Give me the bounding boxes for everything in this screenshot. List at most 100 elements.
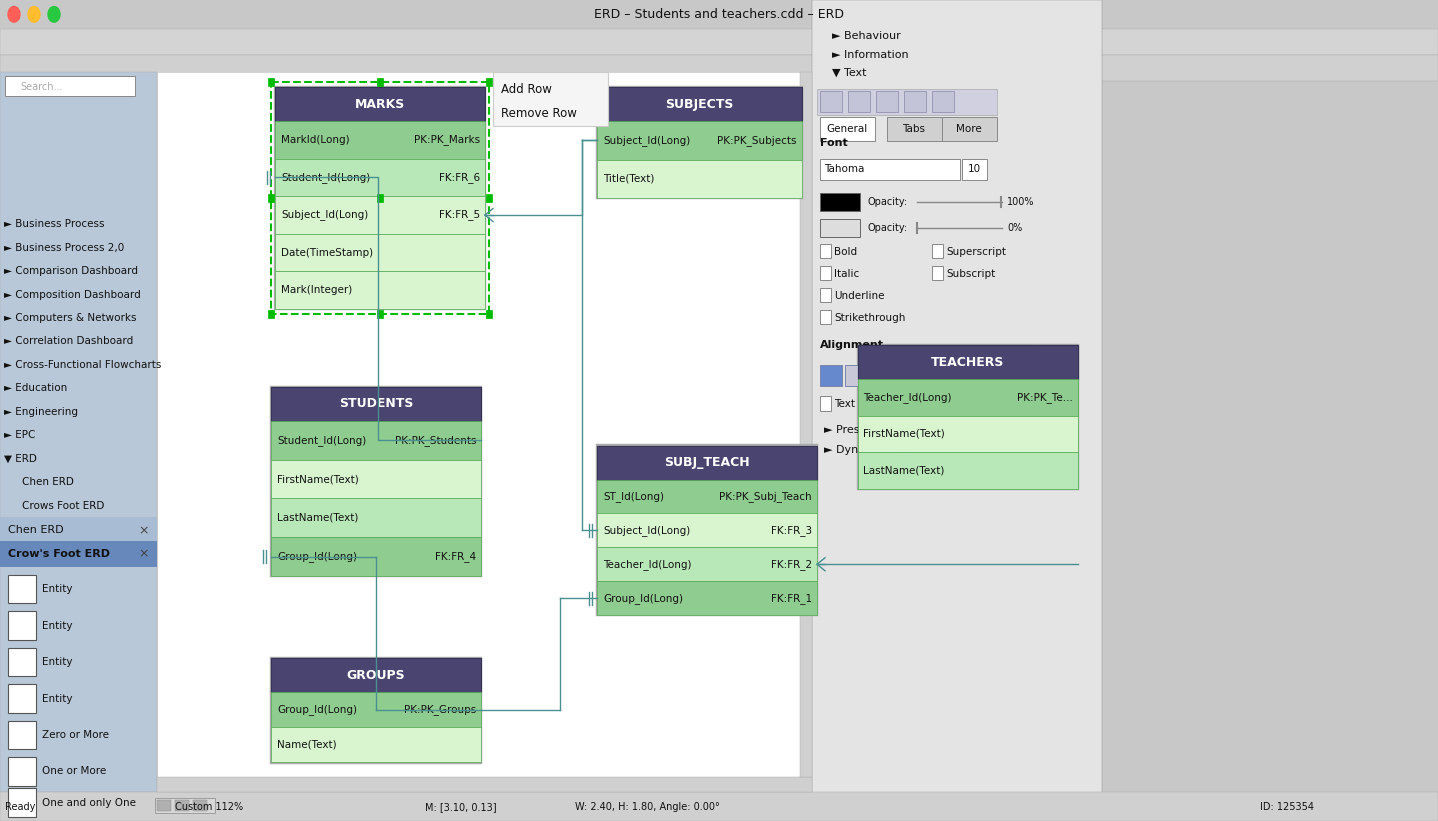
Bar (858, 379, 1078, 415)
Bar (820, 91, 843, 112)
Bar (597, 581, 817, 615)
Text: ► Education: ► Education (4, 383, 68, 393)
Bar (858, 346, 1078, 379)
Text: ×: × (138, 524, 150, 537)
Text: LastName(Text): LastName(Text) (864, 466, 945, 475)
Bar (820, 117, 874, 140)
Bar (820, 219, 860, 237)
Text: FK:FR_4: FK:FR_4 (434, 551, 476, 562)
Bar (846, 365, 867, 386)
Text: FirstName(Text): FirstName(Text) (864, 429, 946, 439)
Text: ► Information: ► Information (833, 50, 909, 60)
Bar (962, 159, 986, 180)
Text: ► EPC: ► EPC (4, 430, 36, 440)
Text: Entity: Entity (42, 657, 72, 667)
Text: SUBJ_TEACH: SUBJ_TEACH (664, 456, 749, 469)
Text: FK:FR_1: FK:FR_1 (771, 593, 812, 603)
Text: TEACHERS: TEACHERS (932, 355, 1005, 369)
Bar (9, 788, 36, 817)
Bar (597, 548, 817, 581)
Text: ► Correlation Dashboard: ► Correlation Dashboard (4, 337, 134, 346)
Text: Entity: Entity (42, 584, 72, 594)
Bar (971, 365, 992, 386)
Bar (267, 195, 275, 202)
Bar (905, 91, 926, 112)
Text: Entity: Entity (42, 694, 72, 704)
Text: Name(Text): Name(Text) (278, 740, 336, 750)
Text: Crow's Foot ERD: Crow's Foot ERD (9, 549, 109, 559)
Text: FK:FR_2: FK:FR_2 (771, 559, 812, 570)
Text: Title(Text): Title(Text) (603, 174, 654, 184)
Bar (597, 159, 802, 198)
Text: Text auto expand mode: Text auto expand mode (834, 399, 956, 409)
Text: PK:PK_Subjects: PK:PK_Subjects (718, 135, 797, 146)
Text: ► Engineering: ► Engineering (4, 406, 78, 417)
Bar (800, 71, 812, 777)
Text: FirstName(Text): FirstName(Text) (278, 474, 358, 484)
Bar (595, 444, 818, 617)
Text: PK:PK_Marks: PK:PK_Marks (414, 135, 480, 145)
Bar (945, 365, 966, 386)
Bar (597, 122, 802, 159)
Bar (858, 415, 1078, 452)
Bar (858, 452, 1078, 488)
Text: Student_Id(Long): Student_Id(Long) (278, 435, 367, 446)
Text: Ready: Ready (4, 801, 36, 812)
Bar (858, 346, 1078, 379)
Bar (0, 71, 157, 792)
Bar (275, 122, 485, 158)
Text: More: More (956, 124, 982, 134)
Bar (0, 55, 1438, 80)
Text: PK:PK_Subj_Teach: PK:PK_Subj_Teach (719, 491, 812, 502)
Bar (377, 195, 383, 202)
Text: Teacher_Id(Long): Teacher_Id(Long) (863, 392, 952, 403)
Text: ► Comparison Dashboard: ► Comparison Dashboard (4, 266, 138, 276)
Text: Opacity:: Opacity: (867, 197, 907, 207)
Text: LastName(Text): LastName(Text) (278, 513, 358, 523)
Bar (920, 365, 942, 386)
Bar (270, 82, 489, 314)
Text: Subscript: Subscript (946, 268, 995, 278)
Text: Underline: Underline (834, 291, 884, 300)
Bar (270, 387, 480, 421)
Bar (932, 266, 943, 280)
Bar (377, 78, 383, 86)
Text: ▼ Text: ▼ Text (833, 68, 867, 78)
Bar (270, 460, 480, 498)
Text: Group_Id(Long): Group_Id(Long) (603, 593, 683, 603)
Text: Subject_Id(Long): Subject_Id(Long) (280, 209, 368, 221)
Text: MarkId(Long): MarkId(Long) (280, 135, 349, 145)
Text: Opacity:: Opacity: (867, 223, 907, 233)
Bar (486, 195, 492, 202)
Text: ► Business Process: ► Business Process (4, 219, 105, 229)
Bar (887, 117, 942, 140)
Bar (270, 498, 480, 537)
Text: Zero or More: Zero or More (42, 730, 109, 740)
Text: ST_Id(Long): ST_Id(Long) (603, 491, 664, 502)
Circle shape (9, 7, 20, 22)
Text: ► Cross-Functional Flowcharts: ► Cross-Functional Flowcharts (4, 360, 161, 370)
Bar (820, 288, 831, 302)
Text: PK:PK_Groups: PK:PK_Groups (404, 704, 476, 715)
Bar (267, 310, 275, 318)
Bar (858, 379, 1078, 415)
Bar (597, 479, 817, 513)
Bar (0, 792, 1438, 821)
Bar (270, 421, 480, 460)
Text: Search...: Search... (20, 82, 62, 92)
Bar (4, 76, 135, 96)
Text: ID: 125354: ID: 125354 (1260, 801, 1314, 812)
Bar (857, 344, 1078, 490)
Circle shape (47, 7, 60, 22)
Text: Chen ERD: Chen ERD (22, 477, 73, 487)
Text: Tahoma: Tahoma (824, 164, 864, 174)
Text: Bold: Bold (834, 246, 857, 256)
Bar (9, 757, 36, 786)
Bar (155, 797, 216, 813)
Bar (9, 648, 36, 677)
Bar (0, 517, 157, 544)
Bar (820, 365, 843, 386)
Bar (493, 71, 608, 126)
Bar (270, 658, 480, 692)
Bar (820, 397, 831, 410)
